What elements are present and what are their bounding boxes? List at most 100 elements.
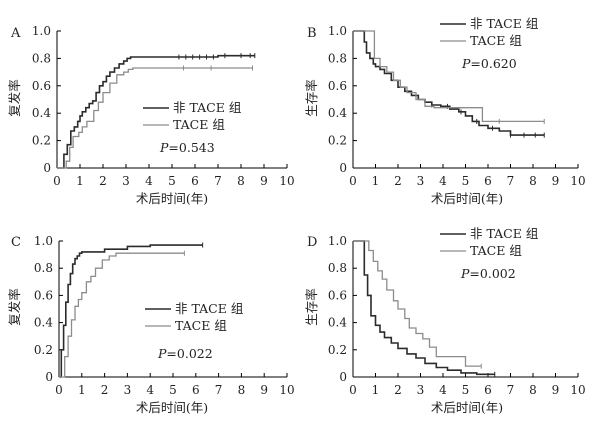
y-tick-label: 0.6 bbox=[328, 288, 347, 302]
x-tick-label: 8 bbox=[237, 174, 245, 188]
series-line-non-tace bbox=[353, 240, 495, 376]
x-tick-label: 1 bbox=[78, 383, 86, 397]
p-symbol: P bbox=[460, 266, 470, 281]
y-axis-label: 生存率 bbox=[304, 79, 319, 117]
legend-label: 非 TACE 组 bbox=[175, 301, 243, 316]
series-line-non-tace bbox=[57, 54, 255, 169]
p-number: =0.002 bbox=[469, 266, 515, 281]
x-tick-label: 10 bbox=[570, 383, 585, 397]
y-tick-label: 0.4 bbox=[34, 316, 53, 330]
y-tick-label: 0.4 bbox=[328, 106, 347, 120]
x-axis-label: 术后时间(年) bbox=[431, 400, 503, 415]
panel-letter: C bbox=[11, 235, 21, 250]
x-tick-label: 7 bbox=[507, 383, 515, 397]
y-tick-label: 0.8 bbox=[328, 51, 347, 65]
x-tick-label: 0 bbox=[349, 383, 357, 397]
series-line-non-tace bbox=[353, 30, 545, 136]
x-tick-label: 2 bbox=[99, 174, 107, 188]
legend-label: TACE 组 bbox=[470, 33, 522, 48]
y-tick-label: 0.6 bbox=[34, 288, 53, 302]
x-tick-label: 2 bbox=[394, 174, 402, 188]
x-tick-label: 7 bbox=[507, 174, 515, 188]
x-tick-label: 1 bbox=[372, 174, 380, 188]
y-tick-label: 0.2 bbox=[34, 343, 53, 357]
x-tick-label: 1 bbox=[76, 174, 84, 188]
x-tick-label: 8 bbox=[529, 383, 537, 397]
p-number: =0.620 bbox=[470, 56, 516, 71]
y-axis-label: 复发率 bbox=[7, 79, 22, 117]
x-tick-label: 7 bbox=[215, 383, 223, 397]
x-tick-label: 2 bbox=[394, 383, 402, 397]
x-tick-label: 3 bbox=[417, 383, 425, 397]
x-tick-label: 2 bbox=[101, 383, 109, 397]
x-tick-label: 6 bbox=[484, 174, 492, 188]
series-line-non-tace bbox=[59, 244, 203, 378]
x-tick-label: 4 bbox=[439, 174, 447, 188]
x-tick-label: 9 bbox=[260, 174, 268, 188]
legend-label: 非 TACE 组 bbox=[173, 100, 241, 115]
p-number: =0.543 bbox=[168, 140, 214, 155]
x-tick-label: 9 bbox=[552, 383, 560, 397]
x-axis-label: 术后时间(年) bbox=[136, 400, 208, 415]
y-tick-label: 0.4 bbox=[32, 106, 51, 120]
y-tick-label: 1.0 bbox=[328, 24, 347, 38]
y-tick-label: 0.6 bbox=[328, 79, 347, 93]
x-tick-label: 3 bbox=[122, 174, 130, 188]
y-tick-label: 0 bbox=[339, 370, 347, 384]
y-tick-label: 0.4 bbox=[328, 316, 347, 330]
y-tick-label: 0.2 bbox=[328, 134, 347, 148]
y-tick-label: 0.2 bbox=[32, 134, 51, 148]
legend-label: TACE 组 bbox=[173, 117, 225, 132]
p-symbol: P bbox=[157, 346, 167, 361]
y-tick-label: 0 bbox=[43, 161, 51, 175]
x-tick-label: 0 bbox=[55, 383, 63, 397]
x-tick-label: 5 bbox=[169, 383, 177, 397]
series-line-tace bbox=[59, 252, 185, 378]
x-tick-label: 0 bbox=[349, 174, 357, 188]
y-tick-label: 0.2 bbox=[328, 343, 347, 357]
x-tick-label: 6 bbox=[484, 383, 492, 397]
y-tick-label: 1.0 bbox=[34, 234, 53, 248]
p-number: =0.022 bbox=[166, 346, 212, 361]
y-tick-label: 1.0 bbox=[328, 234, 347, 248]
legend-label: 非 TACE 组 bbox=[470, 226, 538, 241]
x-tick-label: 9 bbox=[552, 174, 560, 188]
x-tick-label: 3 bbox=[417, 174, 425, 188]
panel-letter: B bbox=[307, 26, 317, 41]
x-axis-label: 术后时间(年) bbox=[431, 191, 503, 206]
series-line-tace bbox=[353, 240, 482, 367]
x-tick-label: 5 bbox=[462, 383, 470, 397]
x-tick-label: 3 bbox=[124, 383, 132, 397]
x-tick-label: 6 bbox=[192, 383, 200, 397]
x-tick-label: 4 bbox=[146, 383, 154, 397]
y-tick-label: 0 bbox=[339, 161, 347, 175]
x-tick-label: 10 bbox=[279, 383, 294, 397]
legend-label: TACE 组 bbox=[175, 318, 227, 333]
y-tick-label: 1.0 bbox=[32, 24, 51, 38]
y-axis-label: 复发率 bbox=[7, 288, 22, 326]
x-tick-label: 0 bbox=[53, 174, 61, 188]
x-tick-label: 10 bbox=[570, 174, 585, 188]
x-tick-label: 4 bbox=[145, 174, 153, 188]
legend-label: 非 TACE 组 bbox=[470, 16, 538, 31]
x-tick-label: 9 bbox=[260, 383, 268, 397]
x-tick-label: 10 bbox=[279, 174, 294, 188]
x-tick-label: 5 bbox=[462, 174, 470, 188]
p-value-label: P=0.002 bbox=[460, 266, 516, 281]
x-tick-label: 1 bbox=[372, 383, 380, 397]
x-tick-label: 5 bbox=[168, 174, 176, 188]
x-axis-label: 术后时间(年) bbox=[136, 191, 208, 206]
series-line-tace bbox=[57, 67, 253, 169]
x-tick-label: 7 bbox=[214, 174, 222, 188]
p-value-label: P=0.620 bbox=[461, 56, 517, 71]
y-tick-label: 0.8 bbox=[32, 51, 51, 65]
y-tick-label: 0.8 bbox=[34, 261, 53, 275]
x-tick-label: 8 bbox=[529, 174, 537, 188]
x-tick-label: 8 bbox=[238, 383, 246, 397]
x-tick-label: 6 bbox=[191, 174, 199, 188]
